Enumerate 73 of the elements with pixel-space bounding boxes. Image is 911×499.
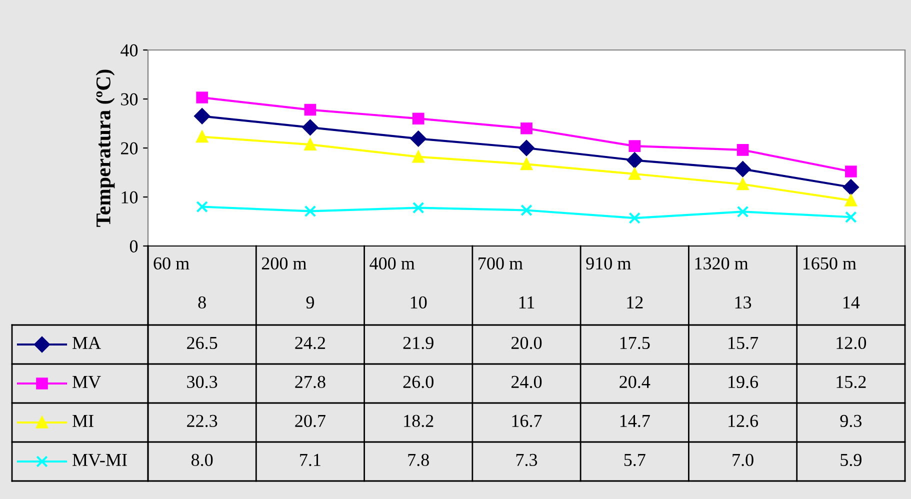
- data-label: 5.7: [624, 454, 646, 466]
- point: [304, 104, 316, 116]
- legend-label: MV: [72, 376, 101, 388]
- data-label: 24.0: [511, 376, 542, 388]
- point: [734, 161, 751, 177]
- category-label: 910 m 12: [586, 257, 643, 308]
- category-label: 60 m 8: [154, 257, 206, 309]
- category-label: 700 m 11: [478, 257, 534, 308]
- data-label: 18.2: [404, 414, 434, 428]
- y-tick-label: 30: [121, 93, 138, 106]
- point: [843, 179, 859, 196]
- y-axis-title: Temperatura (ºC): [96, 70, 115, 227]
- data-label: 7.3: [516, 454, 538, 466]
- point: [196, 200, 208, 213]
- data-label: 12.0: [836, 336, 866, 350]
- data-label: 7.0: [732, 454, 754, 466]
- point: [412, 150, 424, 163]
- y-tick-label: 20: [121, 142, 138, 154]
- data-label: 20.0: [511, 336, 542, 350]
- data-label: 8.0: [191, 454, 213, 466]
- point: [304, 205, 316, 218]
- data-label: 22.3: [187, 414, 218, 428]
- data-label: 17.5: [620, 336, 650, 350]
- data-label: 19.6: [728, 376, 758, 388]
- point: [628, 168, 641, 180]
- data-label: 20.7: [295, 414, 326, 428]
- point: [520, 204, 532, 216]
- point: [736, 178, 749, 190]
- y-tick-label: 0: [130, 240, 138, 252]
- point: [302, 120, 318, 136]
- point: [412, 202, 424, 214]
- data-label: 21.9: [403, 336, 434, 350]
- data-label: 15.7: [728, 336, 758, 350]
- data-label: 26.0: [403, 376, 434, 388]
- data-label: 16.7: [512, 414, 542, 428]
- data-label: 7.1: [300, 454, 320, 466]
- point: [736, 144, 749, 156]
- point: [845, 211, 857, 223]
- point: [845, 166, 857, 178]
- data-label: 12.6: [728, 414, 758, 428]
- point: [628, 140, 641, 152]
- y-tick-label: 40: [120, 44, 138, 56]
- legend-label: MV-MI: [72, 454, 127, 466]
- point: [520, 158, 532, 170]
- point: [845, 194, 857, 206]
- data-label: 15.2: [836, 376, 866, 388]
- point: [520, 122, 532, 134]
- point: [628, 212, 641, 224]
- data-label: 24.2: [295, 336, 326, 350]
- category-label: 400 m 10: [370, 257, 427, 309]
- data-label: 7.8: [408, 454, 429, 466]
- point: [412, 112, 424, 125]
- legend-label: MI: [72, 415, 94, 427]
- point: [196, 92, 208, 104]
- point: [410, 130, 426, 147]
- data-label: 27.8: [295, 376, 326, 388]
- data-label: 14.7: [620, 414, 650, 428]
- data-label: 30.3: [187, 376, 218, 388]
- point: [736, 206, 749, 218]
- data-label: 20.4: [620, 376, 650, 388]
- data-label: 5.9: [840, 454, 862, 466]
- point: [196, 130, 208, 143]
- category-label: 200 m 9: [262, 257, 314, 309]
- y-tick-label: 10: [122, 191, 138, 204]
- legend-label: MA: [72, 336, 101, 349]
- data-label: 9.3: [840, 414, 862, 428]
- point: [304, 138, 316, 150]
- point: [626, 152, 643, 168]
- category-label: 1320 m 13: [695, 257, 752, 309]
- point: [194, 108, 210, 124]
- data-label: 26.5: [187, 336, 218, 350]
- category-label: 1650 m 14: [803, 257, 860, 308]
- point: [518, 140, 534, 156]
